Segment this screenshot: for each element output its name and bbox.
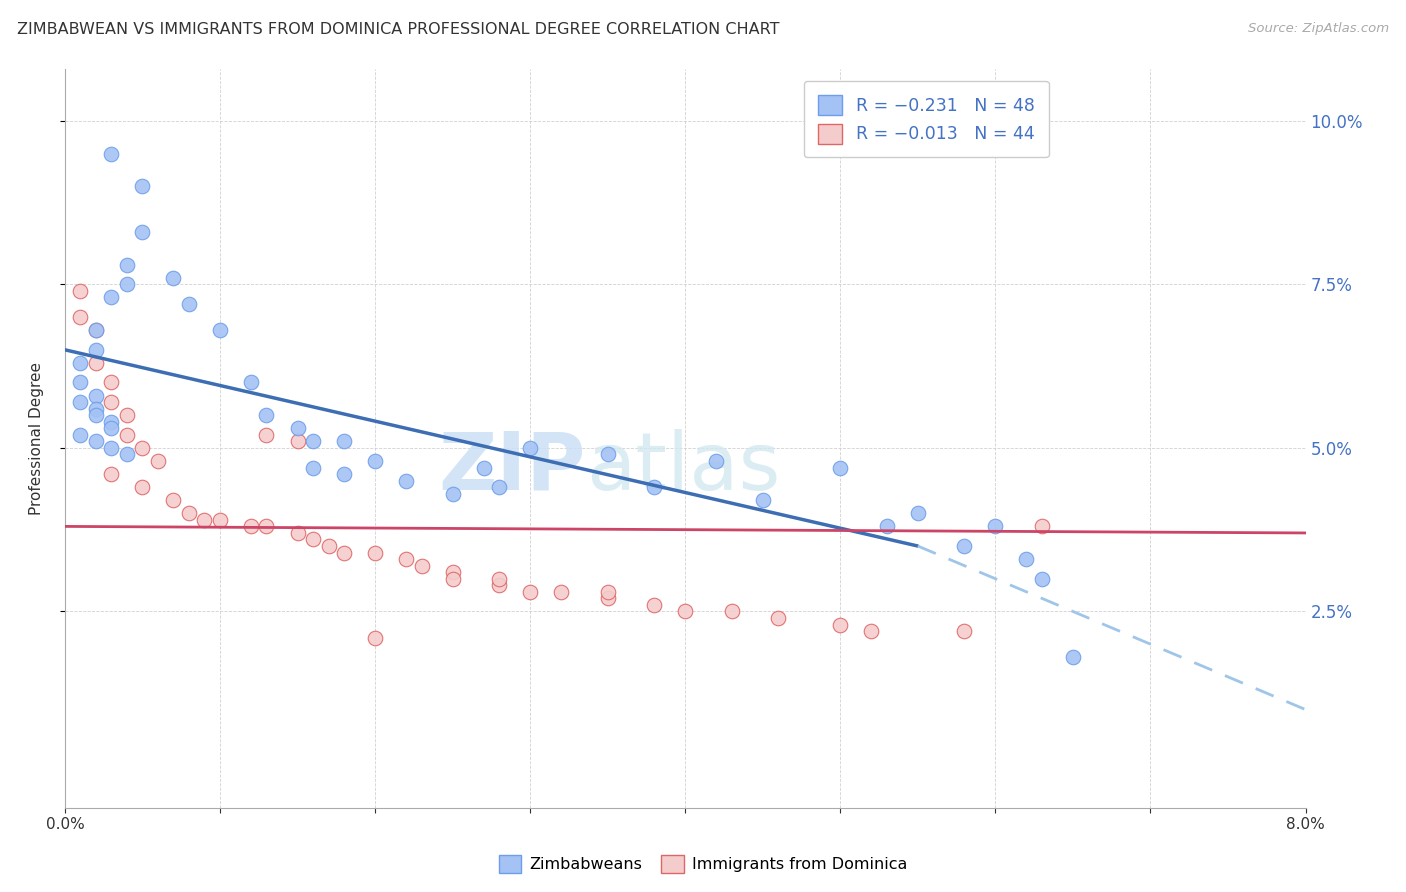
Point: [256, 408, 278, 422]
Point: [333, 545, 356, 559]
Point: [131, 225, 153, 239]
Point: [302, 434, 325, 449]
Point: [768, 611, 790, 625]
Point: [208, 323, 231, 337]
Point: [333, 434, 356, 449]
Point: [643, 598, 665, 612]
Point: [302, 460, 325, 475]
Point: [287, 525, 309, 540]
Point: [84, 434, 107, 449]
Point: [84, 408, 107, 422]
Point: [115, 427, 138, 442]
Point: [115, 408, 138, 422]
Point: [830, 460, 852, 475]
Point: [876, 519, 898, 533]
Point: [115, 447, 138, 461]
Point: [953, 539, 976, 553]
Point: [287, 434, 309, 449]
Point: [364, 631, 387, 645]
Point: [287, 421, 309, 435]
Point: [177, 506, 200, 520]
Point: [131, 441, 153, 455]
Point: [1015, 552, 1038, 566]
Y-axis label: Professional Degree: Professional Degree: [30, 361, 44, 515]
Text: Source: ZipAtlas.com: Source: ZipAtlas.com: [1249, 22, 1389, 36]
Point: [302, 533, 325, 547]
Point: [596, 447, 619, 461]
Point: [240, 376, 263, 390]
Point: [100, 376, 122, 390]
Point: [643, 480, 665, 494]
Point: [1031, 519, 1053, 533]
Point: [673, 604, 696, 618]
Point: [720, 604, 742, 618]
Point: [240, 519, 263, 533]
Point: [100, 395, 122, 409]
Point: [69, 284, 91, 298]
Point: [488, 572, 510, 586]
Point: [193, 513, 215, 527]
Point: [364, 454, 387, 468]
Point: [162, 493, 184, 508]
Point: [596, 584, 619, 599]
Point: [984, 519, 1007, 533]
Point: [208, 513, 231, 527]
Point: [519, 441, 541, 455]
Point: [84, 323, 107, 337]
Point: [69, 356, 91, 370]
Point: [488, 578, 510, 592]
Point: [472, 460, 495, 475]
Legend: R = −0.231   N = 48, R = −0.013   N = 44: R = −0.231 N = 48, R = −0.013 N = 44: [804, 81, 1049, 158]
Point: [131, 480, 153, 494]
Point: [256, 427, 278, 442]
Point: [441, 572, 464, 586]
Point: [830, 617, 852, 632]
Point: [860, 624, 883, 638]
Point: [1031, 572, 1053, 586]
Point: [907, 506, 929, 520]
Text: ZIP: ZIP: [439, 429, 586, 507]
Text: ZIMBABWEAN VS IMMIGRANTS FROM DOMINICA PROFESSIONAL DEGREE CORRELATION CHART: ZIMBABWEAN VS IMMIGRANTS FROM DOMINICA P…: [17, 22, 779, 37]
Point: [441, 565, 464, 579]
Point: [100, 441, 122, 455]
Legend: Zimbabweans, Immigrants from Dominica: Zimbabweans, Immigrants from Dominica: [492, 848, 914, 880]
Point: [256, 519, 278, 533]
Point: [177, 297, 200, 311]
Point: [751, 493, 773, 508]
Point: [84, 323, 107, 337]
Point: [519, 584, 541, 599]
Point: [162, 270, 184, 285]
Point: [395, 552, 418, 566]
Point: [115, 277, 138, 292]
Point: [84, 388, 107, 402]
Point: [84, 401, 107, 416]
Point: [596, 591, 619, 606]
Point: [100, 421, 122, 435]
Point: [100, 146, 122, 161]
Point: [488, 480, 510, 494]
Point: [131, 179, 153, 194]
Point: [441, 486, 464, 500]
Point: [69, 427, 91, 442]
Point: [318, 539, 340, 553]
Point: [953, 624, 976, 638]
Point: [100, 467, 122, 481]
Text: atlas: atlas: [586, 429, 780, 507]
Point: [364, 545, 387, 559]
Point: [100, 415, 122, 429]
Point: [550, 584, 572, 599]
Point: [333, 467, 356, 481]
Point: [69, 376, 91, 390]
Point: [84, 356, 107, 370]
Point: [704, 454, 727, 468]
Point: [146, 454, 169, 468]
Point: [69, 310, 91, 324]
Point: [84, 343, 107, 357]
Point: [115, 258, 138, 272]
Point: [395, 474, 418, 488]
Point: [1062, 650, 1084, 665]
Point: [69, 395, 91, 409]
Point: [411, 558, 433, 573]
Point: [100, 290, 122, 304]
